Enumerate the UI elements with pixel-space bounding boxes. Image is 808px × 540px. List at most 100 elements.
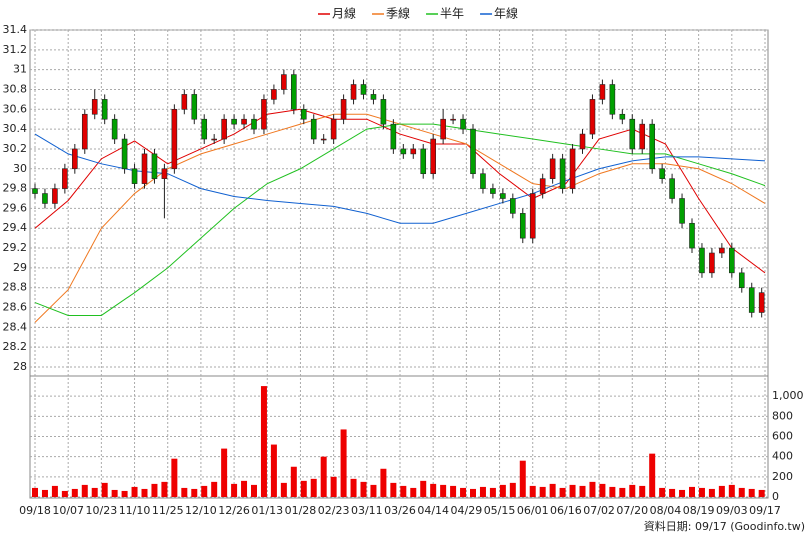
candle-body (370, 94, 377, 100)
volume-bar (748, 488, 755, 497)
y-tick-label: 29.4 (3, 221, 28, 234)
legend-label: 月線 (332, 6, 356, 21)
y-tick-label: 31.4 (3, 23, 28, 36)
x-tick-label: 02/23 (318, 504, 350, 517)
volume-bar (509, 482, 516, 497)
volume-bar (519, 460, 526, 497)
candle-body (42, 193, 48, 204)
x-tick-label: 04/14 (417, 504, 449, 517)
candle-body (72, 148, 78, 170)
volume-bar (320, 456, 327, 497)
candle-body (251, 118, 257, 130)
candle-body (32, 188, 38, 194)
candle-body (390, 123, 397, 150)
candle-body (320, 138, 327, 141)
candle-body (699, 247, 705, 274)
volume-bar (460, 487, 467, 497)
candle-body (430, 138, 436, 175)
candle-body (131, 168, 138, 184)
volume-bar (579, 485, 586, 497)
candle-body (510, 198, 516, 214)
volume-bar (589, 481, 596, 497)
y-tick-label: 30.6 (3, 102, 28, 115)
y-tick-label: 31.2 (3, 43, 28, 56)
x-tick-label: 03/26 (384, 504, 416, 517)
candle-body (141, 153, 148, 184)
candle-body (62, 168, 68, 189)
x-tick-label: 10/07 (52, 504, 84, 517)
candle-body (340, 99, 347, 120)
x-tick-label: 10/23 (86, 504, 118, 517)
volume-tick-label: 200 (772, 470, 793, 483)
candle-body (450, 118, 456, 121)
x-tick-label: 05/15 (484, 504, 516, 517)
volume-bar (181, 487, 188, 497)
volume-bar (131, 486, 138, 497)
candle-body (330, 118, 337, 140)
volume-tick-label: 0 (772, 490, 779, 503)
volume-bar (659, 487, 666, 497)
volume-bar (191, 488, 198, 497)
candle-body (241, 118, 247, 125)
volume-bar (91, 487, 98, 497)
y-tick-label: 30.4 (3, 122, 28, 135)
volume-bar (151, 483, 158, 497)
volume-bar (290, 466, 297, 497)
candle-body (161, 168, 168, 179)
legend-label: 半年 (440, 7, 464, 21)
y-tick-label: 28.2 (3, 340, 28, 353)
volume-bar (71, 488, 78, 497)
volume-bar (260, 386, 267, 497)
y-tick-label: 29.2 (3, 241, 28, 254)
volume-bar (41, 489, 48, 497)
volume-bar (698, 487, 705, 497)
volume-bar (61, 490, 68, 497)
candle-body (281, 74, 287, 90)
x-tick-label: 09/03 (716, 504, 748, 517)
volume-bar (81, 484, 88, 497)
ma-line (34, 123, 766, 316)
candle-body (549, 158, 556, 179)
candle-body (400, 148, 407, 155)
y-tick-label: 28.8 (3, 281, 28, 294)
volume-bar (479, 486, 486, 497)
candle-body (729, 247, 735, 274)
x-tick-label: 06/01 (517, 504, 549, 517)
volume-bar (489, 487, 496, 497)
y-tick-label: 29 (13, 261, 27, 274)
volume-bar (380, 468, 387, 497)
candle-body (191, 94, 198, 120)
candle-body (500, 193, 506, 199)
volume-bar (470, 488, 476, 497)
candle-body (81, 113, 88, 150)
volume-bar (161, 481, 168, 497)
volume-bar (569, 484, 576, 497)
x-tick-label: 08/04 (650, 504, 682, 517)
y-tick-label: 30 (13, 162, 27, 175)
x-tick-label: 11/10 (119, 504, 151, 517)
candle-body (619, 113, 626, 120)
candle-body (490, 188, 496, 194)
volume-tick-label: 1,000 (772, 389, 804, 402)
candle-body (271, 89, 277, 100)
candle-body (719, 247, 725, 254)
candle-body (689, 222, 695, 249)
x-tick-label: 07/02 (583, 504, 615, 517)
x-tick-label: 07/20 (616, 504, 648, 517)
volume-bar (718, 485, 725, 497)
volume-bar (689, 486, 695, 497)
x-tick-label: 06/16 (550, 504, 582, 517)
candle-body (519, 213, 526, 239)
volume-bar (629, 484, 636, 497)
volume-bar (101, 482, 108, 497)
candle-body (360, 84, 367, 95)
volume-bar (350, 478, 357, 497)
candle-body (649, 123, 655, 170)
candle-body (101, 99, 108, 120)
volume-tick-label: 600 (772, 430, 793, 443)
candle-body (52, 188, 58, 204)
volume-bar (450, 485, 457, 497)
candle-body (539, 178, 546, 194)
x-tick-label: 11/25 (152, 504, 184, 517)
x-tick-label: 08/19 (683, 504, 715, 517)
